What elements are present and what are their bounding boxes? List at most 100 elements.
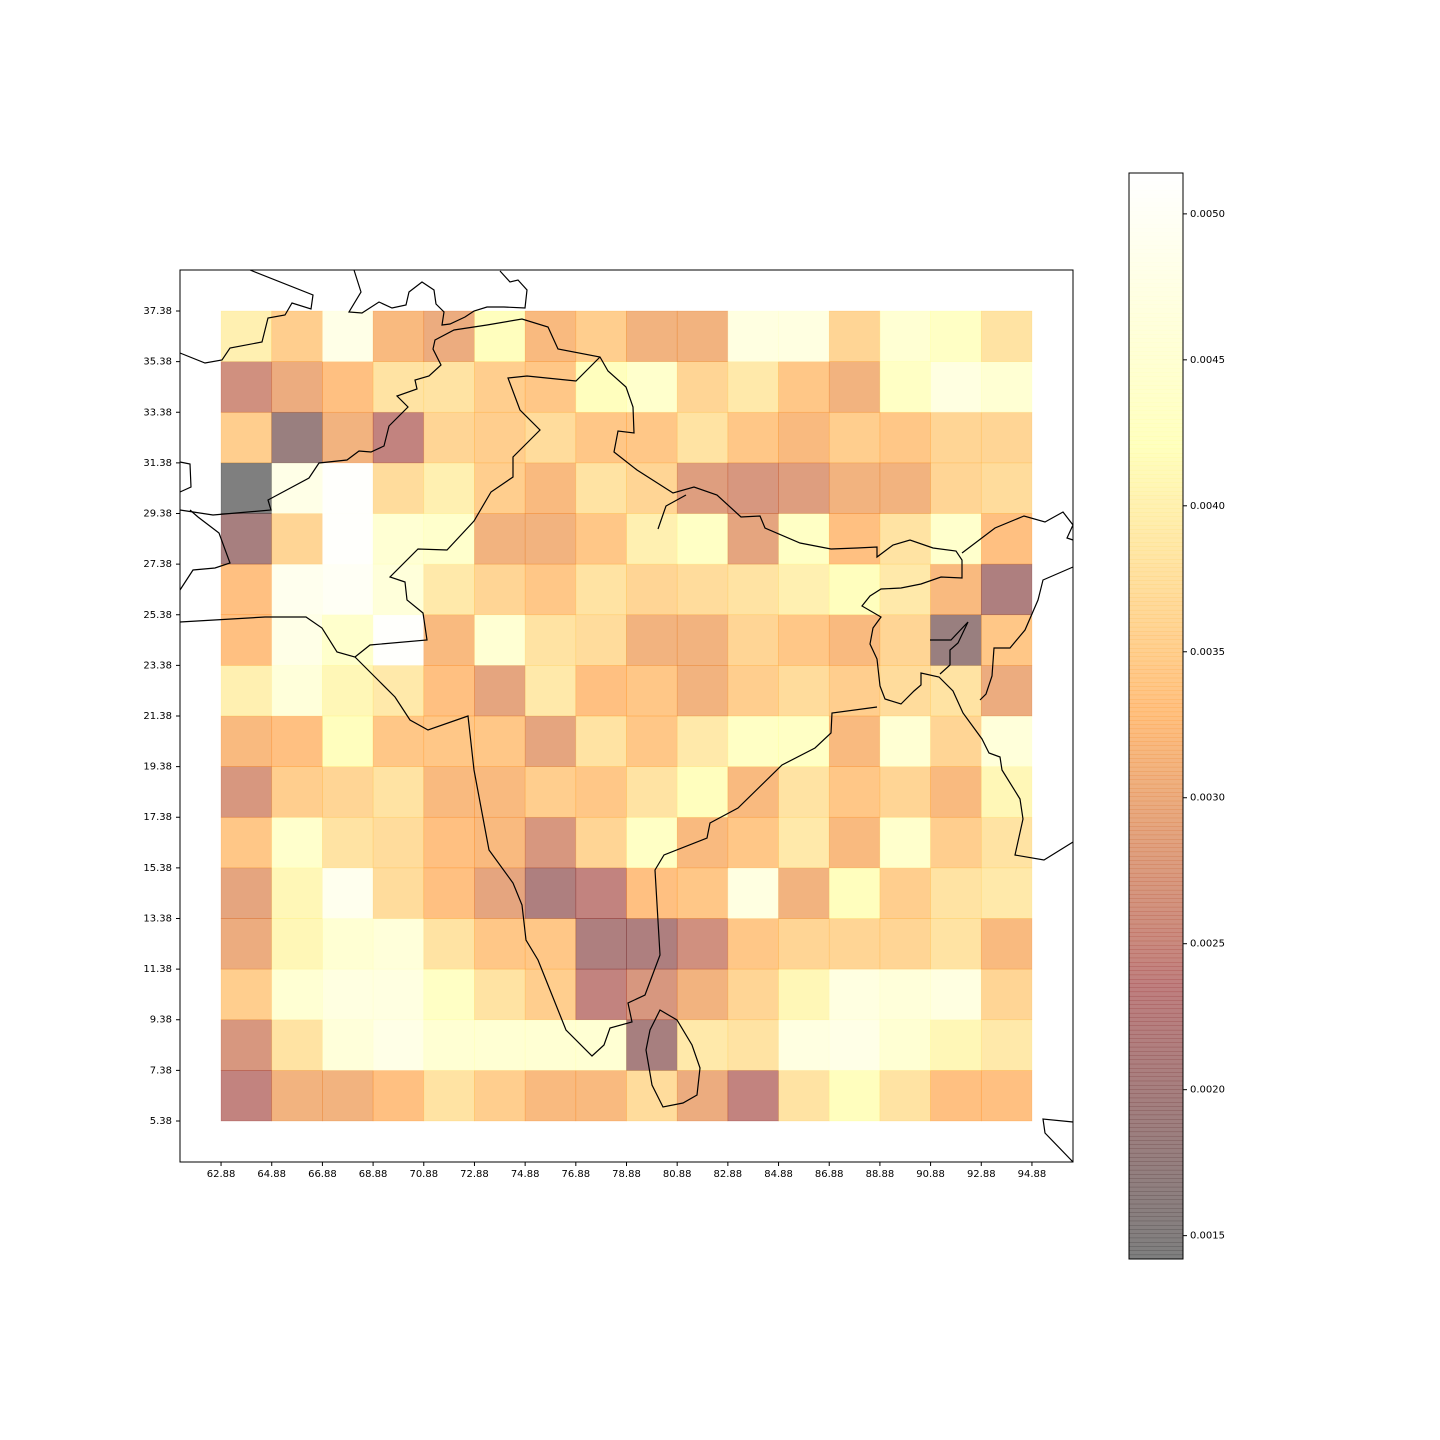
- colorbar-stripe: [1129, 1097, 1183, 1103]
- cell: [575, 968, 627, 1021]
- cell: [322, 614, 374, 666]
- colorbar-stripe: [1129, 223, 1183, 229]
- colorbar-stripe: [1129, 915, 1183, 920]
- cell: [778, 361, 830, 413]
- colorbar-stripe: [1129, 592, 1183, 598]
- cell: [474, 918, 526, 970]
- colorbar-stripe: [1129, 766, 1183, 772]
- colorbar-stripe: [1129, 584, 1183, 590]
- y-tick-label: 13.38: [143, 913, 172, 924]
- cell: [271, 1070, 323, 1122]
- cell: [930, 513, 982, 565]
- cell: [879, 513, 931, 565]
- cell: [474, 563, 526, 616]
- colorbar-stripe: [1129, 745, 1183, 751]
- cell: [676, 1070, 729, 1122]
- cell: [575, 867, 627, 919]
- cell: [474, 968, 526, 1021]
- colorbar-stripe: [1129, 1165, 1183, 1171]
- colorbar-stripe: [1129, 813, 1183, 819]
- colorbar-stripe: [1129, 605, 1183, 611]
- y-tick-label: 11.38: [143, 964, 172, 975]
- colorbar-stripe: [1129, 1229, 1183, 1234]
- cell: [980, 918, 1033, 970]
- cell: [372, 1019, 425, 1071]
- cell: [676, 614, 729, 666]
- cell: [727, 918, 779, 970]
- cell: [879, 563, 931, 616]
- cell: [220, 310, 273, 362]
- x-tick-label: 90.88: [916, 1169, 945, 1180]
- cell: [372, 867, 425, 919]
- cell: [727, 665, 779, 717]
- colorbar-stripe: [1129, 1186, 1183, 1192]
- cell: [778, 715, 830, 767]
- cell: [575, 766, 627, 818]
- colorbar-stripe: [1129, 474, 1183, 479]
- cell: [778, 766, 830, 818]
- cell: [220, 563, 273, 616]
- cell: [575, 1070, 627, 1122]
- border: [1042, 1118, 1074, 1163]
- cell: [372, 361, 425, 413]
- cell: [778, 1019, 830, 1071]
- cell: [879, 715, 931, 767]
- y-tick-label: 15.38: [143, 863, 172, 874]
- cell: [626, 715, 678, 767]
- colorbar-stripe: [1129, 253, 1183, 259]
- colorbar-stripe: [1129, 559, 1183, 564]
- colorbar-frame: [1128, 172, 1184, 1260]
- cell: [524, 867, 577, 919]
- colorbar-stripe: [1129, 431, 1183, 437]
- cell: [322, 361, 374, 413]
- cell: [778, 614, 830, 666]
- colorbar-stripe: [1129, 1152, 1183, 1158]
- cell: [828, 310, 881, 362]
- colorbar-stripe: [1129, 279, 1183, 284]
- cell: [676, 867, 729, 919]
- x-tick-label: 62.88: [207, 1169, 236, 1180]
- colorbar-stripe: [1129, 495, 1183, 500]
- x-tick-label: 70.88: [409, 1169, 438, 1180]
- colorbar-stripe: [1129, 202, 1183, 208]
- cell: [930, 968, 982, 1021]
- colorbar-stripe: [1129, 537, 1183, 543]
- cell: [474, 614, 526, 666]
- colorbar-stripe: [1129, 1254, 1183, 1260]
- cell: [322, 665, 374, 717]
- x-tick-label: 76.88: [561, 1169, 590, 1180]
- cell: [423, 1019, 475, 1071]
- colorbar-stripe: [1129, 194, 1183, 199]
- colorbar-stripe: [1129, 215, 1183, 220]
- colorbar-stripe: [1129, 822, 1183, 827]
- colorbar-stripe: [1129, 1246, 1183, 1251]
- cell: [727, 310, 779, 362]
- cell: [474, 411, 526, 464]
- cell: [271, 411, 323, 464]
- cell: [676, 310, 729, 362]
- colorbar-stripe: [1129, 351, 1183, 356]
- colorbar-stripe: [1129, 885, 1183, 891]
- border: [179, 461, 192, 493]
- cell: [220, 867, 273, 919]
- colorbar-stripe: [1129, 1131, 1183, 1137]
- colorbar-stripe: [1129, 1242, 1183, 1247]
- colorbar-stripe: [1129, 406, 1183, 411]
- colorbar-stripe: [1129, 1068, 1183, 1073]
- cell: [727, 715, 779, 767]
- y-tick-label: 17.38: [143, 812, 172, 823]
- colorbar-stripe: [1129, 533, 1183, 539]
- colorbar-stripe: [1129, 1021, 1183, 1026]
- colorbar-stripe: [1129, 376, 1183, 382]
- colorbar-stripe: [1129, 830, 1183, 836]
- colorbar-stripe: [1129, 554, 1183, 560]
- colorbar-stripe: [1129, 643, 1183, 649]
- cell: [372, 513, 425, 565]
- colorbar-stripe: [1129, 928, 1183, 933]
- colorbar-stripe: [1129, 673, 1183, 679]
- cell: [727, 513, 779, 565]
- cell: [322, 563, 374, 616]
- colorbar-stripe: [1129, 1029, 1183, 1035]
- colorbar-stripe: [1129, 355, 1183, 360]
- colorbar-stripe: [1129, 995, 1183, 1001]
